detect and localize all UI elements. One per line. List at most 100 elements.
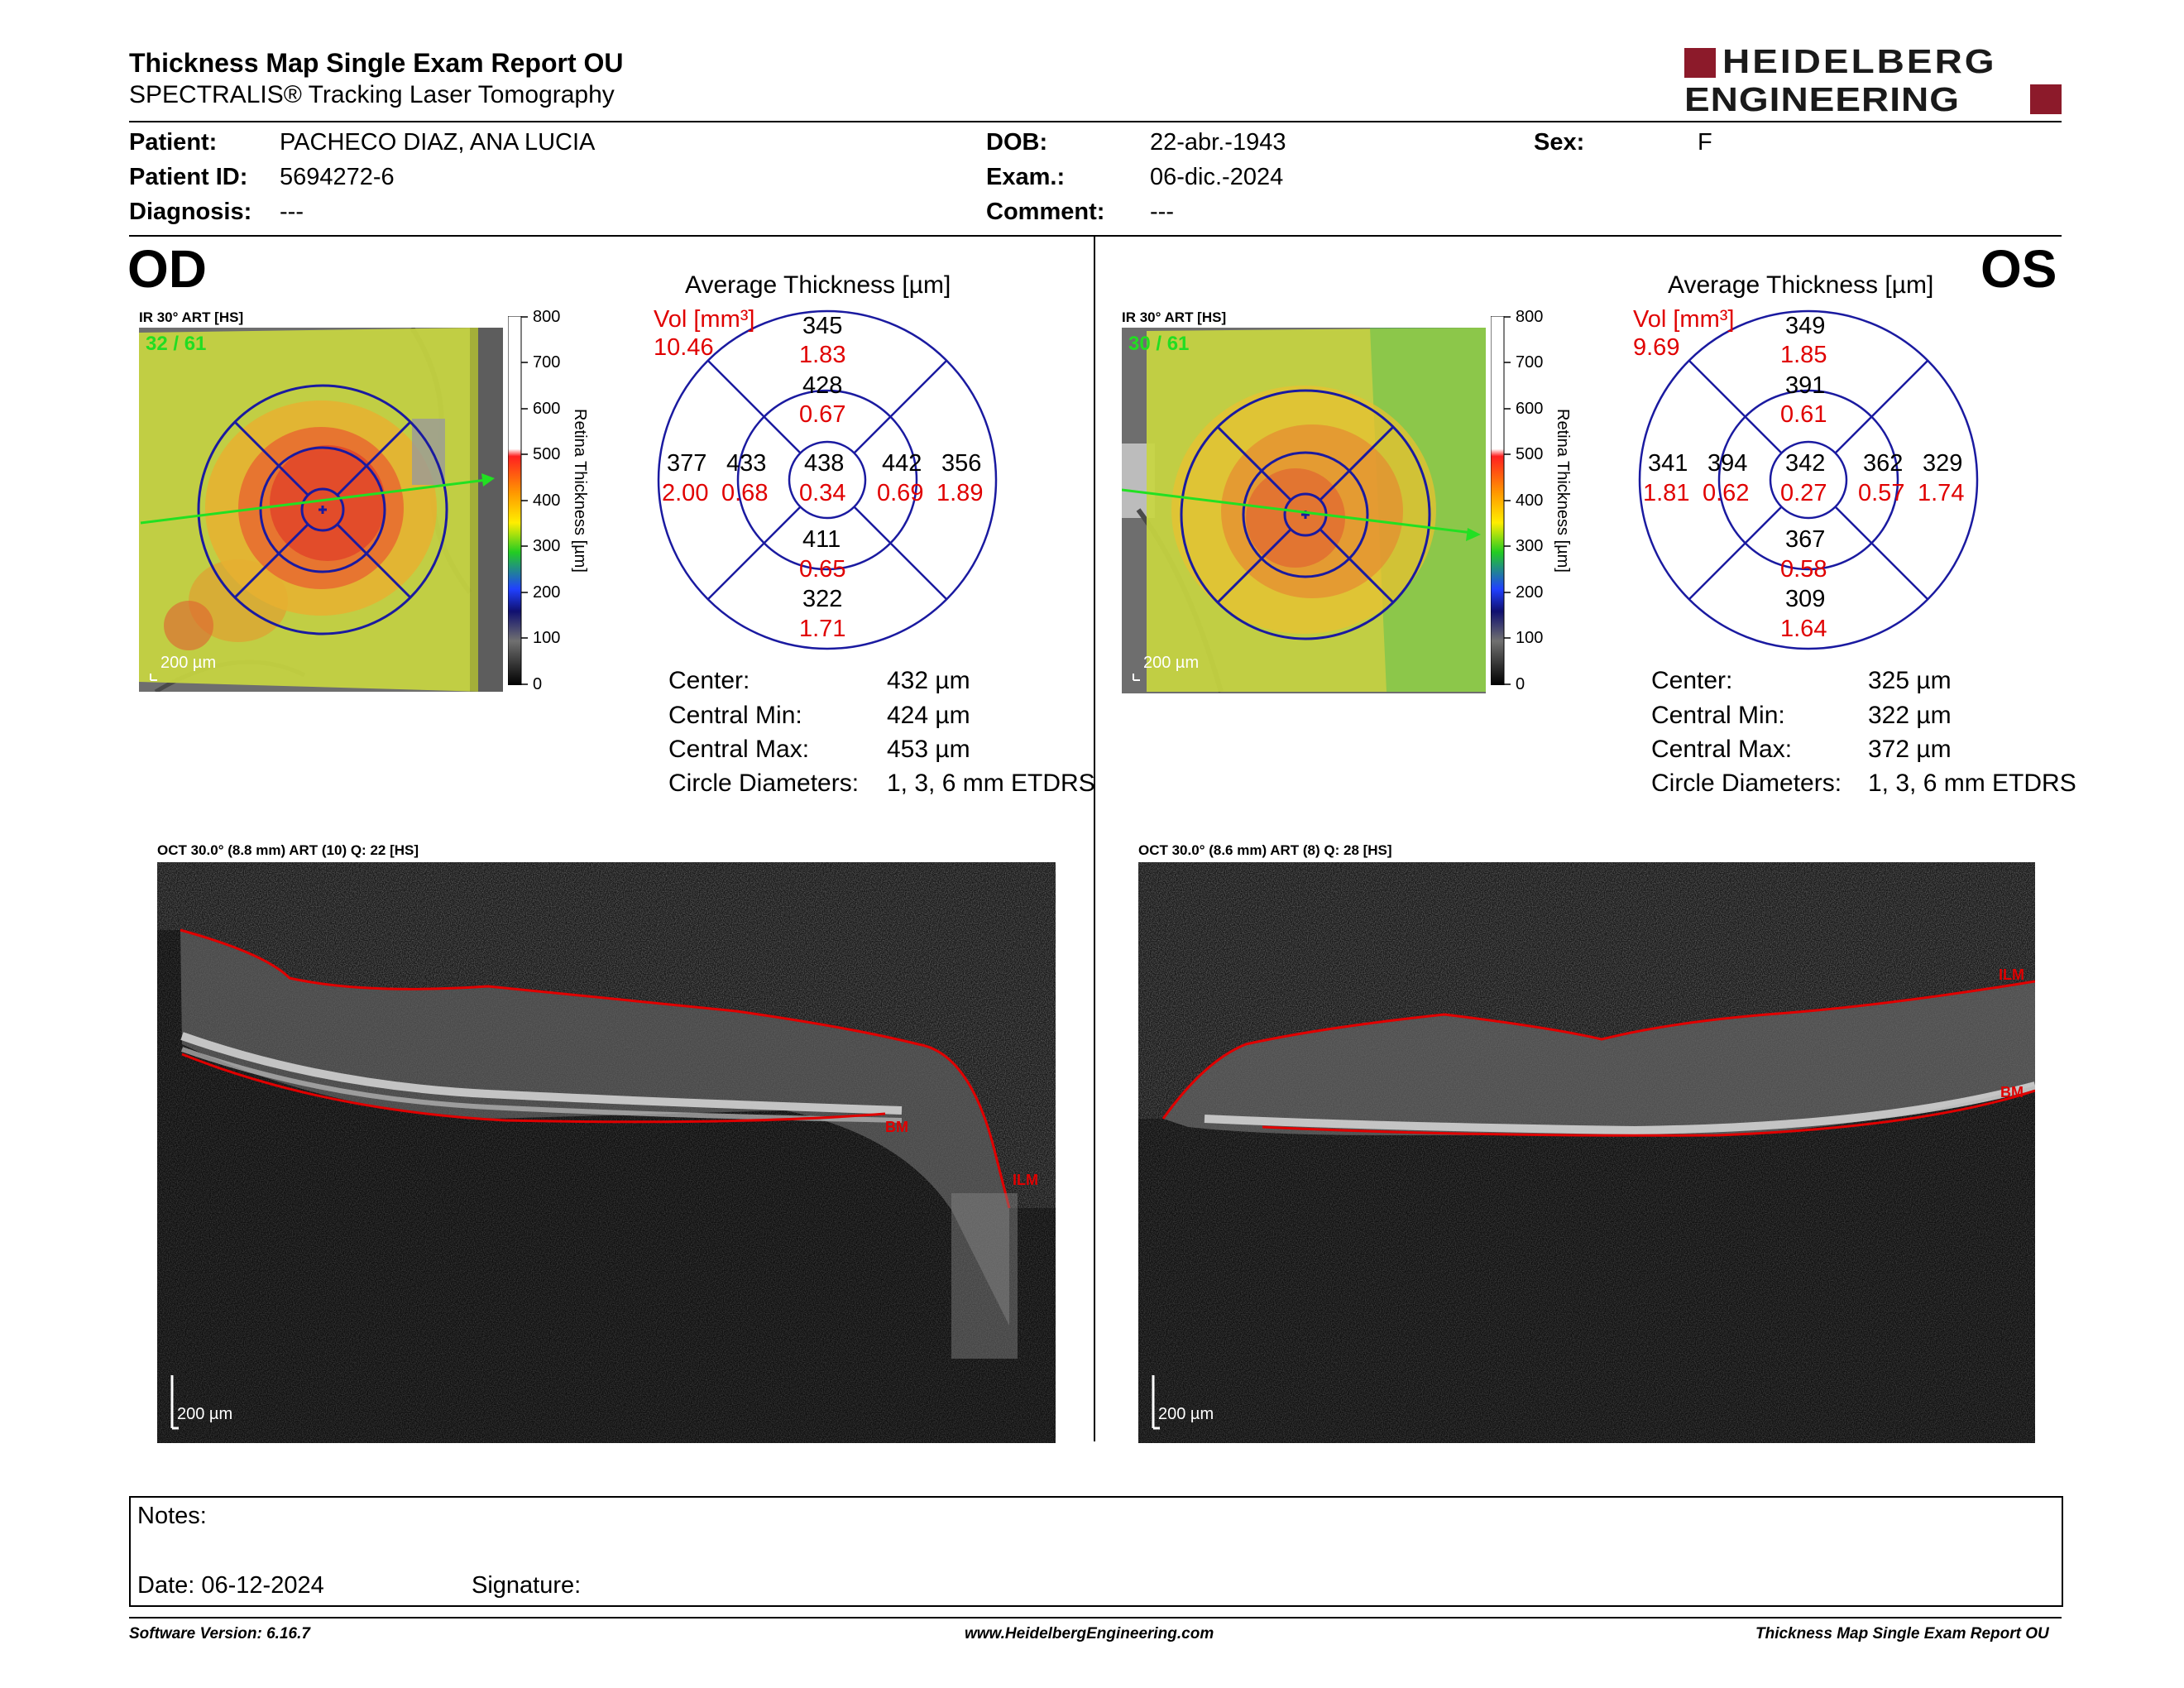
os-min-value: 322 µm bbox=[1868, 702, 1952, 729]
od-map-label: IR 30° ART [HS] bbox=[139, 309, 244, 325]
logo-square-bottom bbox=[2030, 84, 2062, 114]
os-circ-value: 1, 3, 6 mm ETDRS bbox=[1868, 770, 2076, 797]
colorbar-tick: 400 bbox=[1516, 492, 1544, 510]
os-center-thickness: 342 bbox=[1785, 450, 1826, 477]
os-max-value: 372 µm bbox=[1868, 736, 1952, 763]
od-min-value: 424 µm bbox=[887, 702, 970, 729]
colorbar-tick: 700 bbox=[533, 353, 561, 372]
colorbar-tick: 100 bbox=[1516, 629, 1544, 647]
os-inner-nas-thickness: 362 bbox=[1863, 450, 1904, 477]
heidelberg-logo: HEIDELBERG ENGINEERING bbox=[1684, 42, 2062, 119]
od-outer-inf-volume: 1.71 bbox=[799, 616, 846, 642]
os-outer-temp-volume: 1.81 bbox=[1643, 480, 1690, 506]
footer-report-name: Thickness Map Single Exam Report OU bbox=[1755, 1625, 2049, 1642]
patient-id-label: Patient ID: bbox=[129, 164, 248, 190]
os-etdrs-grid bbox=[1638, 309, 1979, 650]
os-outer-inf-volume: 1.64 bbox=[1780, 616, 1827, 642]
od-avg-title: Average Thickness [µm] bbox=[685, 271, 951, 299]
os-oct-scale: 200 µm bbox=[1158, 1405, 1214, 1423]
od-frame-count: 32 / 61 bbox=[146, 333, 207, 355]
od-outer-sup-thickness: 345 bbox=[802, 313, 843, 339]
os-circ-label: Circle Diameters: bbox=[1651, 770, 1842, 797]
os-colorbar: 800 700 600 500 400 300 200 100 0 Retina… bbox=[1491, 308, 1573, 693]
od-oct-bscan-image: BM ILM 200 µm bbox=[157, 862, 1056, 1443]
od-inner-temp-volume: 0.68 bbox=[721, 480, 769, 506]
os-inner-inf-thickness: 367 bbox=[1785, 526, 1826, 553]
colorbar-tick: 400 bbox=[533, 492, 561, 510]
os-outer-sup-volume: 1.85 bbox=[1780, 342, 1827, 368]
os-outer-inf-thickness: 309 bbox=[1785, 586, 1826, 612]
od-eye-label: OD bbox=[127, 239, 207, 299]
od-max-label: Central Max: bbox=[668, 736, 810, 763]
colorbar-axis-label: Retina Thickness [µm] bbox=[1554, 409, 1572, 573]
os-inner-temp-thickness: 394 bbox=[1707, 450, 1748, 477]
colorbar-tick: 500 bbox=[1516, 445, 1544, 463]
colorbar-axis-label: Retina Thickness [µm] bbox=[571, 409, 589, 573]
os-inner-sup-volume: 0.61 bbox=[1780, 401, 1827, 428]
os-outer-nas-volume: 1.74 bbox=[1918, 480, 1965, 506]
od-outer-inf-thickness: 322 bbox=[802, 586, 843, 612]
exam-label: Exam.: bbox=[986, 164, 1066, 190]
od-thickness-map-image: 32 / 61 200 µm bbox=[139, 328, 503, 692]
od-inner-inf-volume: 0.65 bbox=[799, 556, 846, 583]
os-min-label: Central Min: bbox=[1651, 702, 1785, 729]
os-center-label: Center: bbox=[1651, 667, 1733, 694]
footer-divider bbox=[129, 1617, 2062, 1618]
software-version: Software Version: 6.16.7 bbox=[129, 1625, 310, 1642]
od-center-value: 432 µm bbox=[887, 667, 970, 694]
od-inner-nas-volume: 0.69 bbox=[877, 480, 924, 506]
od-ilm-label: ILM bbox=[1013, 1172, 1038, 1188]
os-inner-nas-volume: 0.57 bbox=[1858, 480, 1905, 506]
colorbar-tick: 300 bbox=[1516, 537, 1544, 555]
header-divider bbox=[129, 121, 2062, 122]
od-oct-scale: 200 µm bbox=[177, 1405, 233, 1423]
os-center-value: 325 µm bbox=[1868, 667, 1952, 694]
colorbar-tick: 300 bbox=[533, 537, 561, 555]
od-inner-inf-thickness: 411 bbox=[802, 526, 841, 553]
od-circ-label: Circle Diameters: bbox=[668, 770, 860, 797]
os-map-scale: 200 µm bbox=[1143, 654, 1200, 672]
dob-value: 22-abr.-1943 bbox=[1150, 129, 1286, 156]
os-map-label: IR 30° ART [HS] bbox=[1122, 309, 1227, 325]
patient-name-label: Patient: bbox=[129, 129, 218, 156]
diagnosis-value: --- bbox=[280, 199, 304, 225]
colorbar-tick: 100 bbox=[533, 629, 561, 647]
date-label: Date: 06-12-2024 bbox=[137, 1572, 324, 1599]
notes-box[interactable]: Notes: Date: 06-12-2024 Signature: bbox=[129, 1496, 2063, 1607]
os-max-label: Central Max: bbox=[1651, 736, 1793, 763]
report-subtitle: SPECTRALIS® Tracking Laser Tomography bbox=[129, 81, 615, 108]
od-oct-label: OCT 30.0° (8.8 mm) ART (10) Q: 22 [HS] bbox=[157, 842, 419, 858]
colorbar-tick: 800 bbox=[533, 308, 561, 326]
od-center-volume: 0.34 bbox=[799, 480, 846, 506]
os-eye-label: OS bbox=[1980, 239, 2057, 299]
colorbar-tick: 200 bbox=[533, 583, 561, 602]
colorbar-tick: 600 bbox=[1516, 400, 1544, 418]
od-inner-nas-thickness: 442 bbox=[882, 450, 922, 477]
eye-divider bbox=[1094, 237, 1095, 1441]
od-center-label: Center: bbox=[668, 667, 750, 694]
od-outer-nas-volume: 1.89 bbox=[936, 480, 984, 506]
os-center-volume: 0.27 bbox=[1780, 480, 1827, 506]
od-inner-sup-thickness: 428 bbox=[802, 372, 843, 399]
od-etdrs-grid bbox=[657, 309, 998, 650]
od-vol-total: 10.46 bbox=[654, 334, 714, 361]
logo-text-top: HEIDELBERG bbox=[1722, 41, 1997, 80]
report-title: Thickness Map Single Exam Report OU bbox=[129, 48, 624, 78]
patient-id: 5694272-6 bbox=[280, 164, 395, 190]
comment-value: --- bbox=[1150, 199, 1174, 225]
website-link[interactable]: www.HeidelbergEngineering.com bbox=[965, 1625, 1214, 1642]
os-frame-count: 30 / 61 bbox=[1128, 333, 1190, 355]
od-circ-value: 1, 3, 6 mm ETDRS bbox=[887, 770, 1095, 797]
os-oct-bscan-image: ILM BM 200 µm bbox=[1138, 862, 2035, 1443]
sex-label: Sex: bbox=[1534, 129, 1585, 156]
od-vol-label: Vol [mm³] bbox=[654, 306, 755, 333]
diagnosis-label: Diagnosis: bbox=[129, 199, 252, 225]
od-inner-temp-thickness: 433 bbox=[726, 450, 767, 477]
os-outer-nas-thickness: 329 bbox=[1923, 450, 1963, 477]
od-outer-temp-thickness: 377 bbox=[667, 450, 707, 477]
os-bm-label: BM bbox=[2000, 1084, 2024, 1101]
os-ilm-label: ILM bbox=[1999, 966, 2024, 983]
colorbar-tick: 200 bbox=[1516, 583, 1544, 602]
os-thickness-map-image: 30 / 61 200 µm bbox=[1122, 328, 1486, 693]
od-min-label: Central Min: bbox=[668, 702, 802, 729]
